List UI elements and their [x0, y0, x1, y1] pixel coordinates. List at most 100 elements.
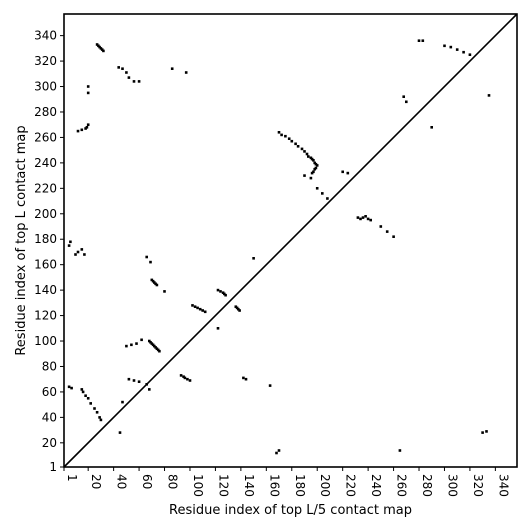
contact-point	[127, 76, 131, 79]
contact-point	[132, 379, 136, 382]
y-tick-label: 80	[42, 359, 57, 373]
contact-point	[117, 66, 120, 69]
contact-point	[216, 288, 220, 292]
contact-point	[201, 309, 204, 312]
plot-frame	[63, 13, 518, 468]
x-tick-label: 40	[115, 474, 129, 489]
contact-point	[145, 255, 148, 259]
y-tick-label: 340	[34, 29, 57, 43]
contact-point	[402, 95, 405, 98]
x-tick-label: 80	[166, 474, 180, 489]
contact-point	[127, 377, 131, 381]
contact-point	[430, 126, 433, 129]
contact-point	[268, 384, 272, 387]
y-tick-label: 40	[42, 410, 57, 424]
x-tick-label: 120	[216, 474, 230, 497]
contact-point	[326, 197, 329, 200]
contact-point	[468, 53, 472, 56]
contact-point	[85, 126, 89, 129]
x-tick-label: 220	[344, 474, 358, 497]
contact-point	[74, 253, 77, 256]
x-tick-label: 100	[191, 474, 205, 497]
contact-point	[366, 217, 370, 221]
contact-point	[455, 48, 459, 51]
contact-point	[364, 215, 367, 218]
contact-point	[184, 71, 188, 74]
contact-point	[130, 343, 133, 347]
contact-point	[163, 290, 166, 293]
contact-point	[277, 131, 281, 134]
contact-point	[280, 133, 283, 137]
x-axis-ticks: 1 20 40 60 80 100 120 140 160 180 200 220 240 260 280 3…	[63, 467, 510, 497]
contact-point	[294, 142, 297, 146]
contact-point	[81, 390, 85, 394]
contact-point	[186, 377, 189, 381]
x-tick-label: 340	[496, 474, 510, 497]
contact-point	[341, 170, 344, 174]
contact-point	[287, 137, 291, 140]
contact-point	[99, 47, 103, 50]
x-tick-label: 280	[420, 474, 434, 497]
y-tick-label: 220	[34, 181, 57, 195]
contact-point	[277, 449, 281, 452]
contact-point	[67, 244, 71, 247]
y-tick-label: 120	[34, 309, 57, 323]
contact-point	[80, 128, 84, 132]
contact-point	[224, 293, 227, 297]
contact-point	[315, 187, 319, 190]
contact-point	[70, 386, 73, 390]
contact-point	[244, 377, 248, 381]
y-tick-label: 320	[34, 54, 57, 68]
contact-point	[155, 283, 159, 287]
contact-point	[86, 123, 90, 126]
contact-point	[487, 94, 491, 97]
contact-point	[310, 157, 314, 161]
x-tick-label: 140	[242, 474, 256, 497]
contact-point	[80, 388, 84, 391]
y-tick-label: 280	[34, 105, 57, 119]
contact-point	[252, 257, 255, 260]
x-tick-label: 300	[445, 474, 459, 497]
contact-point	[216, 327, 220, 330]
y-tick-label: 260	[34, 130, 57, 144]
contact-point	[140, 338, 143, 342]
contact-points	[67, 39, 491, 455]
contact-point	[86, 85, 90, 88]
contact-point	[361, 216, 365, 219]
contact-point	[305, 152, 309, 156]
contact-point	[148, 388, 151, 391]
contact-point	[462, 50, 465, 54]
x-tick-label: 160	[267, 474, 281, 497]
contact-point	[312, 170, 315, 174]
x-tick-label: 260	[395, 474, 409, 497]
y-axis-ticks: 1204060801001201401601802002202402602803…	[34, 29, 64, 474]
contact-point	[284, 134, 287, 138]
contact-point	[392, 235, 395, 238]
contact-point	[125, 71, 128, 74]
contact-point	[158, 349, 161, 353]
y-tick-label: 200	[34, 207, 57, 221]
contact-point	[203, 310, 207, 314]
contact-point	[417, 39, 421, 42]
contact-point	[132, 80, 136, 83]
contact-point	[290, 139, 294, 143]
x-tick-label: 320	[471, 474, 485, 497]
y-tick-label: 100	[34, 334, 57, 348]
contact-point	[449, 45, 453, 49]
contact-point	[312, 159, 315, 162]
contact-point	[193, 305, 197, 308]
y-tick-label: 300	[34, 80, 57, 94]
contact-point	[300, 147, 304, 151]
contact-point	[99, 418, 103, 422]
contact-point	[379, 225, 383, 228]
contact-point	[67, 385, 71, 389]
contact-point	[369, 218, 372, 222]
contact-point	[98, 416, 101, 419]
contact-point	[485, 430, 488, 433]
contact-point	[315, 164, 319, 167]
x-tick-label: 180	[293, 474, 307, 497]
y-tick-label: 60	[42, 385, 57, 399]
contact-point	[183, 376, 187, 380]
contact-point	[196, 306, 199, 310]
